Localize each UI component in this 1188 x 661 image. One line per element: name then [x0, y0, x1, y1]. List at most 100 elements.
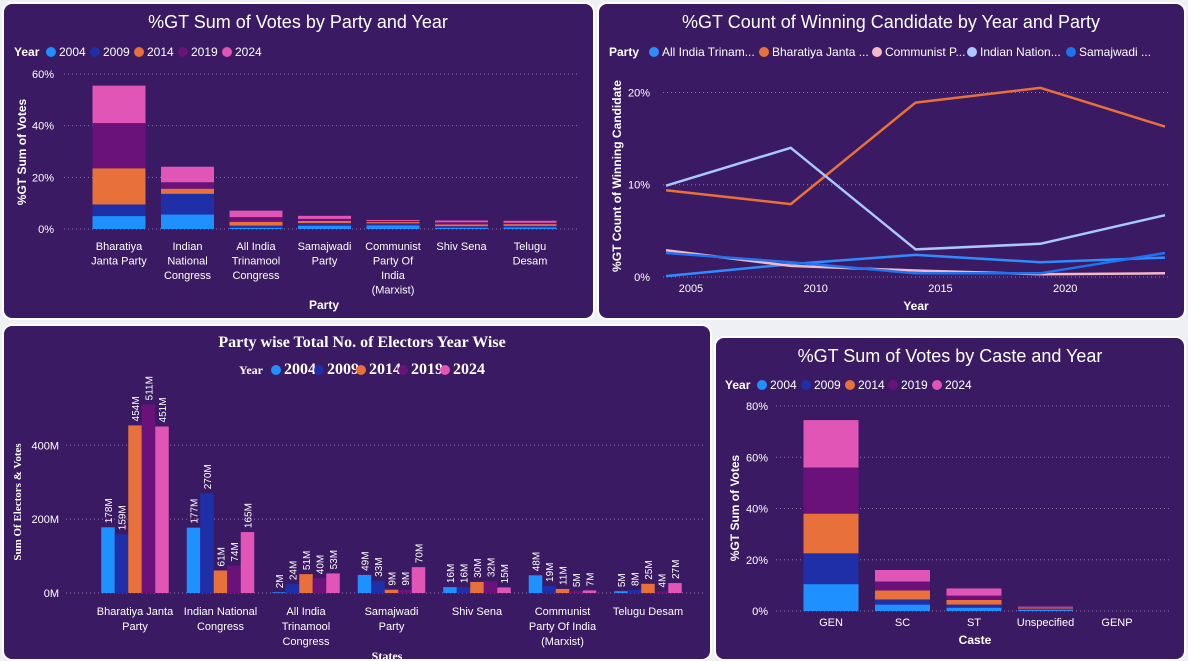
caste-votes-chart: %GT Sum of Votes by Caste and Year Year … [725, 346, 1171, 647]
series-line [665, 253, 1166, 278]
bar-segment [435, 224, 488, 227]
x-tick-label: Telugu Desam [613, 606, 683, 618]
bar-segment [803, 553, 859, 585]
legend-items: All India Trinam... Bharatiya Janta ... Co… [649, 45, 1151, 59]
data-label: 33M [374, 557, 385, 576]
bar-segment [435, 220, 488, 223]
legend-label: Bharatiya Janta ... [772, 45, 869, 59]
y-tick-label: 10% [628, 180, 650, 192]
y-tick-label: 0% [752, 606, 768, 618]
bar-segment [946, 599, 1002, 605]
legend-label: 2019 [901, 378, 928, 392]
legend-marker [440, 365, 450, 375]
x-tick-label: Congress [197, 621, 245, 633]
legend-marker [649, 47, 659, 57]
data-label: 270M [203, 464, 214, 489]
y-tick-label: 20% [628, 87, 650, 99]
legend-label: Communist P... [885, 45, 965, 59]
y-tick-label: 20% [746, 555, 768, 567]
bar-segment [875, 581, 930, 591]
bar [497, 587, 511, 593]
x-tick-label: Indian [173, 241, 203, 253]
plot-area: 0% 20% 40% 60% 80% GEN SC ST Unspecified GENP Cast… [728, 401, 1171, 647]
party-votes-title: %GT Sum of Votes by Party and Year [148, 12, 448, 32]
party-votes-panel: %GT Sum of Votes by Party and Year Year … [2, 2, 595, 320]
legend-marker [271, 365, 281, 375]
winning-candidate-title: %GT Count of Winning Candidate by Year a… [682, 12, 1100, 32]
bar [272, 592, 286, 593]
legend-label: 2024 [235, 45, 262, 59]
bar [114, 534, 129, 593]
legend-label: 2004 [284, 361, 316, 378]
x-tick-label: Telugu [514, 241, 546, 253]
legend-marker [222, 47, 232, 57]
x-tick-label: (Marxist) [372, 285, 415, 297]
bar [101, 527, 115, 593]
y-axis-label: %GT Sum of Votes [15, 98, 29, 205]
data-label: 70M [415, 544, 426, 563]
electors-legend: Year 2004 2009 2014 2019 2024 [239, 361, 485, 378]
legend-items: 2004 2009 2014 2019 2024 [46, 45, 262, 59]
bar-segment [503, 220, 557, 223]
data-label: 2M [275, 574, 286, 588]
legend-marker [872, 47, 882, 57]
bar [627, 590, 642, 593]
legend-marker [801, 380, 811, 390]
legend-items: 2004 2009 2014 2019 2024 [757, 378, 972, 392]
x-tick-label: Samajwadi [298, 241, 352, 253]
bar-segment [92, 123, 146, 169]
legend-label: 2014 [369, 361, 401, 378]
y-tick-label: 200M [31, 514, 59, 526]
bar-segment [1018, 606, 1073, 608]
bar-segment [229, 217, 283, 222]
x-tick-label: Desam [513, 256, 548, 268]
x-tick-label: GEN [819, 617, 843, 629]
bar [227, 565, 241, 593]
data-label: 177M [190, 499, 201, 524]
x-tick-label: Party Of [373, 256, 414, 268]
legend-marker [757, 380, 767, 390]
legend-marker [932, 380, 942, 390]
bar-segment [435, 227, 488, 229]
bar [470, 581, 484, 593]
legend-marker [46, 47, 56, 57]
data-label: 4M [658, 574, 669, 588]
data-label: 165M [244, 503, 255, 528]
data-label: 159M [118, 505, 129, 530]
bar [240, 532, 255, 593]
series-line [665, 146, 1166, 251]
bar [614, 591, 628, 593]
data-label: 8M [631, 572, 642, 586]
x-tick-label: Bharatiya [96, 241, 143, 253]
data-label: 61M [217, 547, 228, 566]
data-label: 16M [446, 564, 457, 583]
data-label: 15M [500, 564, 511, 583]
electors-title: Party wise Total No. of Electors Year Wi… [218, 334, 505, 351]
bar-segment [803, 467, 859, 514]
legend-label: 2004 [59, 45, 86, 59]
legend-label: 2009 [103, 45, 130, 59]
data-label: 5M [617, 573, 628, 587]
legend-items: 2004 2009 2014 2019 2024 [271, 361, 485, 378]
bar-segment [1018, 609, 1073, 610]
bar-segment [875, 570, 930, 582]
x-tick-label: Congress [164, 270, 212, 282]
legend-label: 2009 [327, 361, 359, 378]
x-tick-label: 2015 [928, 283, 952, 295]
party-votes-chart: %GT Sum of Votes by Party and Year Year … [14, 12, 579, 312]
bar [213, 570, 228, 593]
data-label: 19M [545, 563, 556, 582]
x-axis-label: Caste [959, 633, 992, 647]
y-tick-label: 60% [32, 69, 54, 81]
bar-segment [875, 604, 930, 611]
series-line [665, 86, 1166, 206]
data-label: 40M [316, 555, 327, 574]
bar [357, 574, 372, 593]
bar [299, 574, 313, 593]
data-label: 511M [145, 376, 156, 400]
data-label: 178M [104, 498, 115, 523]
x-tick-label: All India [286, 606, 326, 618]
series-line [665, 249, 1166, 276]
x-tick-label: (Marxist) [541, 636, 584, 648]
